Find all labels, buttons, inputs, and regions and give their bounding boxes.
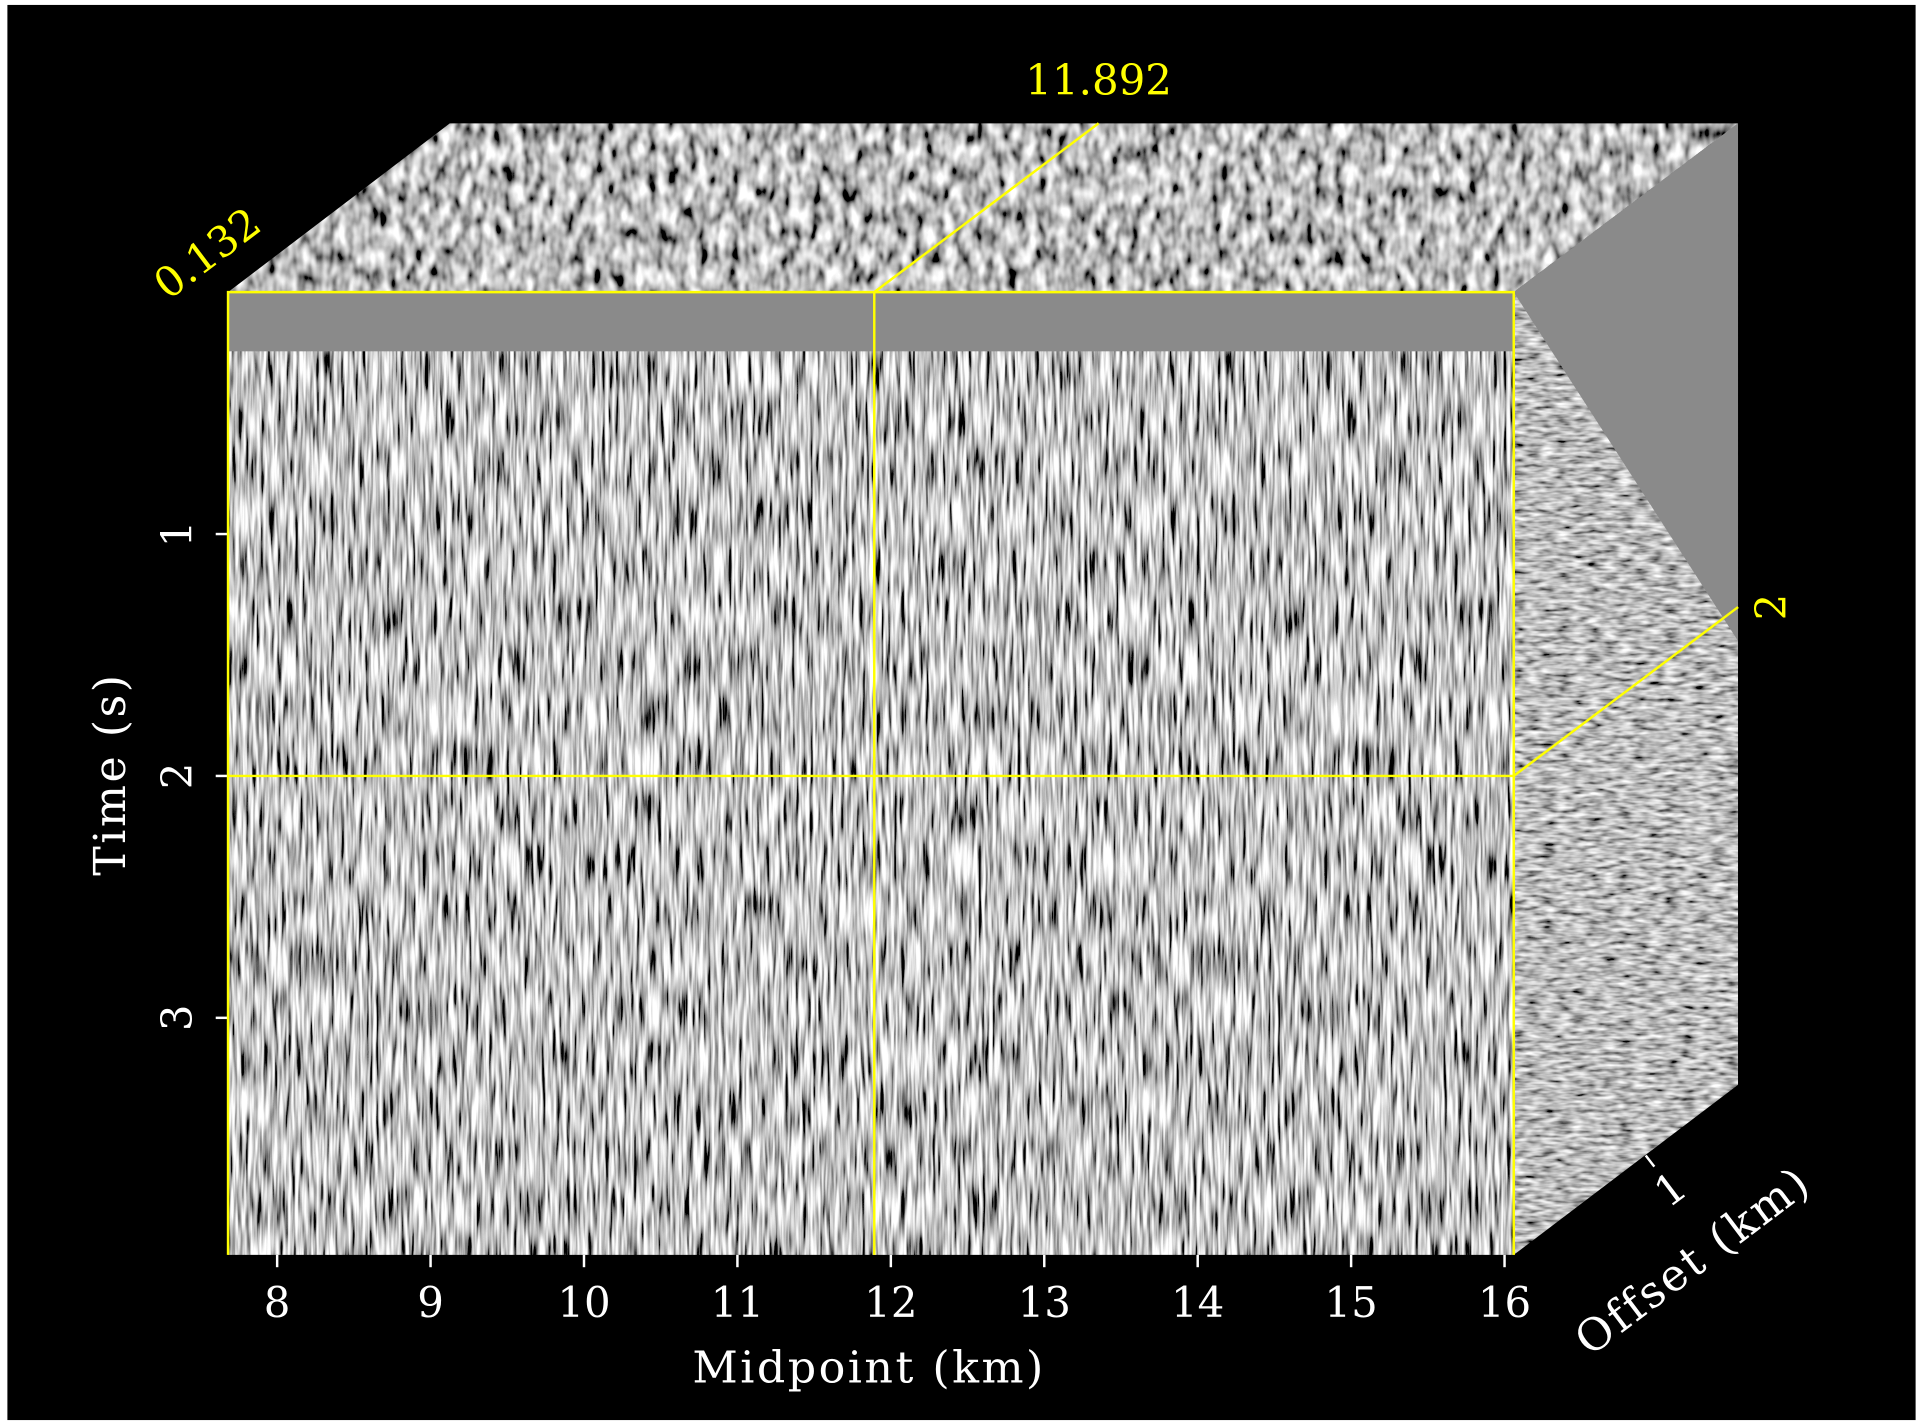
y-tick-label: 1 [153,521,202,548]
offset-slice-line [226,290,1515,1255]
x-tick-label: 15 [1324,1278,1377,1327]
x-axis-label: Midpoint (km) [692,1342,1045,1393]
x-tick-label: 11 [711,1278,764,1327]
time-slice-line [1513,606,1739,777]
time-slice-label: 2 [1747,594,1796,621]
x-tick-label: 10 [557,1278,610,1327]
front-face [228,292,1514,1255]
x-tick-label: 13 [1018,1278,1071,1327]
midpoint-slice-line [873,122,1100,294]
side-face [1513,123,1739,1255]
x-tick-label: 9 [417,1278,444,1327]
y-tick-label: 3 [153,1004,202,1031]
x-tick-label: 8 [264,1278,291,1327]
x-tick-label: 12 [864,1278,917,1327]
z-tick [1644,1154,1656,1168]
x-tick-label: 14 [1171,1278,1224,1327]
midpoint-slice-label: 11.892 [1025,55,1172,104]
top-face [228,123,1739,293]
y-tick-label: 2 [153,763,202,790]
y-axis-label: Time (s) [85,672,136,875]
x-tick-label: 16 [1478,1278,1531,1327]
